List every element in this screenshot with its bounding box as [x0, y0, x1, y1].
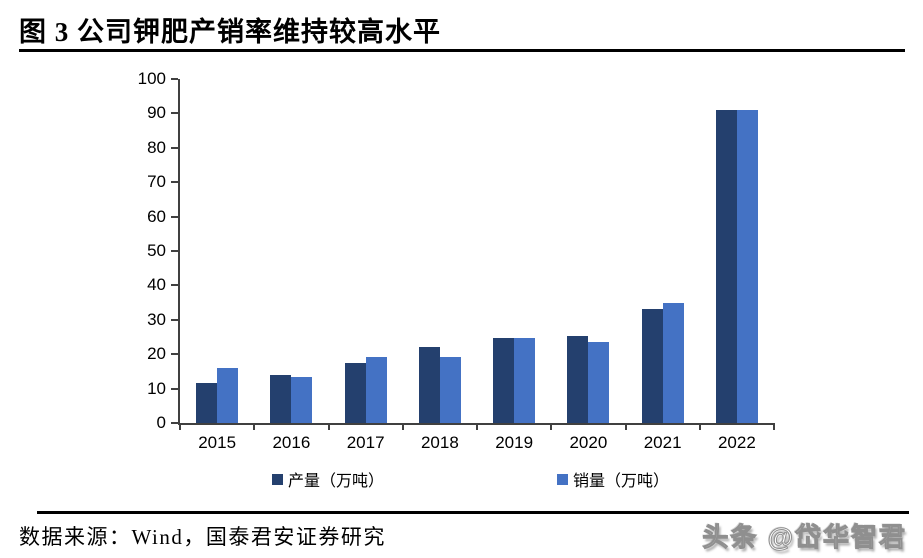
x-axis-label: 2021 [643, 433, 682, 452]
y-axis-tick [171, 215, 178, 218]
y-axis-tick [171, 250, 178, 252]
bar-production-2016 [270, 374, 292, 423]
y-axis-label: 0 [156, 413, 166, 432]
x-axis-label: 2016 [272, 433, 311, 452]
y-axis-tick [171, 353, 178, 356]
x-axis-label: 2018 [420, 433, 459, 452]
x-axis-tick [698, 423, 701, 430]
bar-sales-2018 [439, 356, 461, 423]
y-axis-label: 10 [147, 378, 166, 398]
x-axis-tick [773, 423, 775, 430]
figure-title: 图 3 公司钾肥产销率维持较高水平 [19, 17, 441, 47]
bar-production-2021 [641, 309, 663, 423]
x-axis-label: 2022 [717, 433, 756, 452]
y-axis-label: 90 [147, 103, 166, 123]
y-axis-tick [171, 284, 178, 287]
title-underline [19, 49, 905, 52]
y-axis-label: 50 [147, 241, 166, 260]
chart-legend: 产量（万吨） 销量（万吨） [0, 467, 923, 493]
y-axis-tick [171, 112, 178, 115]
y-axis-label: 30 [147, 309, 166, 329]
y-axis-tick [171, 146, 178, 149]
legend-swatch-icon [272, 473, 283, 485]
x-axis-tick [253, 423, 256, 430]
x-axis-label: 2019 [495, 433, 534, 452]
x-axis-label: 2020 [569, 433, 608, 452]
x-axis-label: 2015 [198, 433, 237, 452]
y-axis-tick [171, 181, 178, 184]
bar-production-2019 [493, 338, 515, 423]
x-axis-tick [179, 423, 181, 430]
bar-production-2015 [196, 382, 218, 423]
bar-production-2022 [715, 109, 737, 423]
x-axis-tick [550, 423, 553, 430]
x-axis-label: 2017 [346, 433, 385, 452]
y-axis-label: 100 [137, 69, 166, 88]
bar-sales-2015 [217, 367, 239, 423]
bar-production-2017 [344, 363, 366, 423]
bar-sales-2021 [662, 302, 684, 423]
watermark-text: 头条 @岱华智君 [702, 522, 907, 553]
bar-sales-2020 [588, 341, 610, 423]
bar-production-2020 [567, 335, 589, 423]
y-axis-label: 40 [147, 275, 166, 295]
plot-area: 0 10 20 30 40 50 60 70 80 90 100 2015 2016 2017 2018 20… [138, 69, 775, 452]
data-source-text: 数据来源：Wind，国泰君安证券研究 [19, 525, 386, 549]
x-axis-tick [327, 423, 330, 430]
y-axis-tick [171, 422, 178, 424]
bar-production-2018 [418, 347, 440, 423]
x-axis-tick [401, 423, 404, 430]
y-axis-label: 20 [147, 344, 166, 364]
footer-divider [37, 511, 909, 514]
bar-sales-2019 [514, 338, 536, 423]
bar-sales-2017 [365, 356, 387, 423]
bar-sales-2022 [736, 109, 758, 423]
legend-item-production: 产量（万吨） [272, 467, 384, 491]
legend-label: 产量（万吨） [288, 473, 385, 490]
x-axis-tick [624, 423, 627, 430]
legend-item-sales: 销量（万吨） [557, 467, 669, 491]
y-axis-tick [171, 78, 178, 80]
legend-swatch-icon [557, 473, 568, 485]
y-axis-label: 70 [147, 172, 166, 192]
bar-sales-2016 [291, 376, 313, 423]
y-axis-label: 60 [147, 206, 166, 226]
y-axis-label: 80 [147, 137, 166, 157]
y-axis-tick [171, 387, 178, 390]
legend-label: 销量（万吨） [573, 473, 670, 490]
y-axis-tick [171, 318, 178, 321]
x-axis-tick [476, 423, 478, 430]
